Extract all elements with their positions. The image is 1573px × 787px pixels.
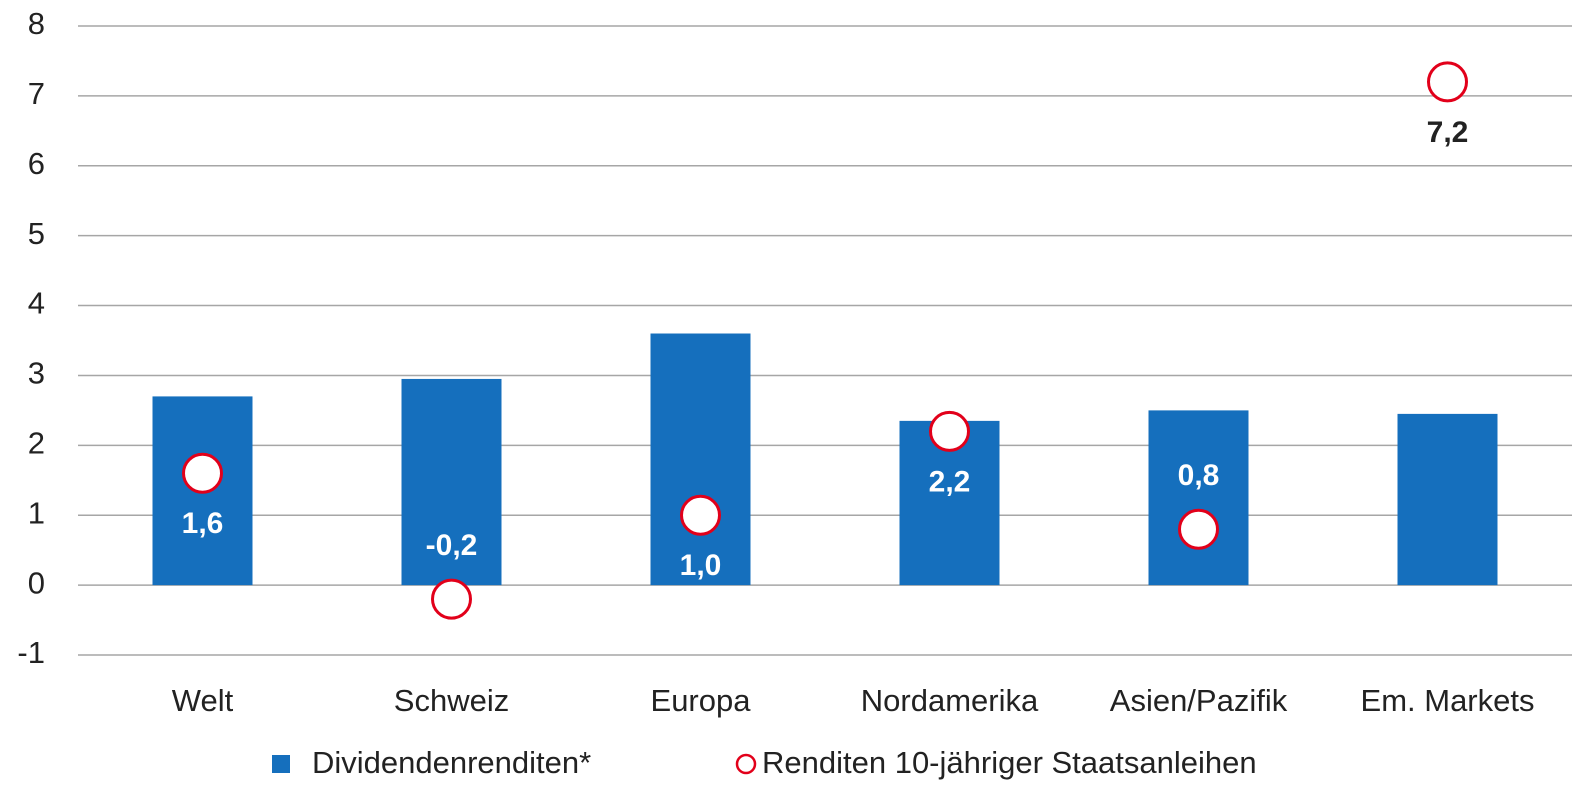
marker xyxy=(1427,61,1468,103)
bar xyxy=(401,378,502,586)
bar xyxy=(1397,413,1498,586)
y-tick-label: 0 xyxy=(28,565,45,600)
y-tick-label: 8 xyxy=(28,6,45,41)
bar xyxy=(1148,410,1249,586)
x-tick-label: Welt xyxy=(172,683,234,718)
y-tick-label: 1 xyxy=(28,495,45,530)
y-tick-label: 6 xyxy=(28,146,45,181)
value-label: 1,6 xyxy=(182,507,224,540)
legend-swatch xyxy=(272,755,290,773)
bar xyxy=(650,333,751,586)
x-tick-label: Asien/Pazifik xyxy=(1110,683,1288,718)
x-tick-label: Em. Markets xyxy=(1361,683,1535,718)
marker xyxy=(929,410,970,452)
value-label: 2,2 xyxy=(929,465,971,498)
legend-label: Renditen 10-jähriger Staatsanleihen xyxy=(762,745,1257,780)
y-tick-label: 4 xyxy=(28,286,45,321)
legend-label: Dividendenrenditen* xyxy=(312,745,591,780)
x-tick-label: Nordamerika xyxy=(861,683,1039,718)
y-tick-label: 7 xyxy=(28,76,45,111)
value-label: -0,2 xyxy=(426,529,478,562)
x-tick-label: Schweiz xyxy=(394,683,509,718)
y-tick-label: 2 xyxy=(28,426,45,461)
y-tick-label: 5 xyxy=(28,216,45,251)
value-label: 0,8 xyxy=(1178,459,1220,492)
legend-swatch xyxy=(735,753,757,775)
y-tick-label: 3 xyxy=(28,356,45,391)
marker xyxy=(182,452,223,494)
x-tick-label: Europa xyxy=(651,683,752,718)
marker xyxy=(1178,508,1219,550)
marker xyxy=(680,494,721,536)
value-label: 7,2 xyxy=(1427,116,1469,149)
y-tick-label: -1 xyxy=(17,635,45,670)
value-label: 1,0 xyxy=(680,549,722,582)
marker xyxy=(431,578,472,620)
